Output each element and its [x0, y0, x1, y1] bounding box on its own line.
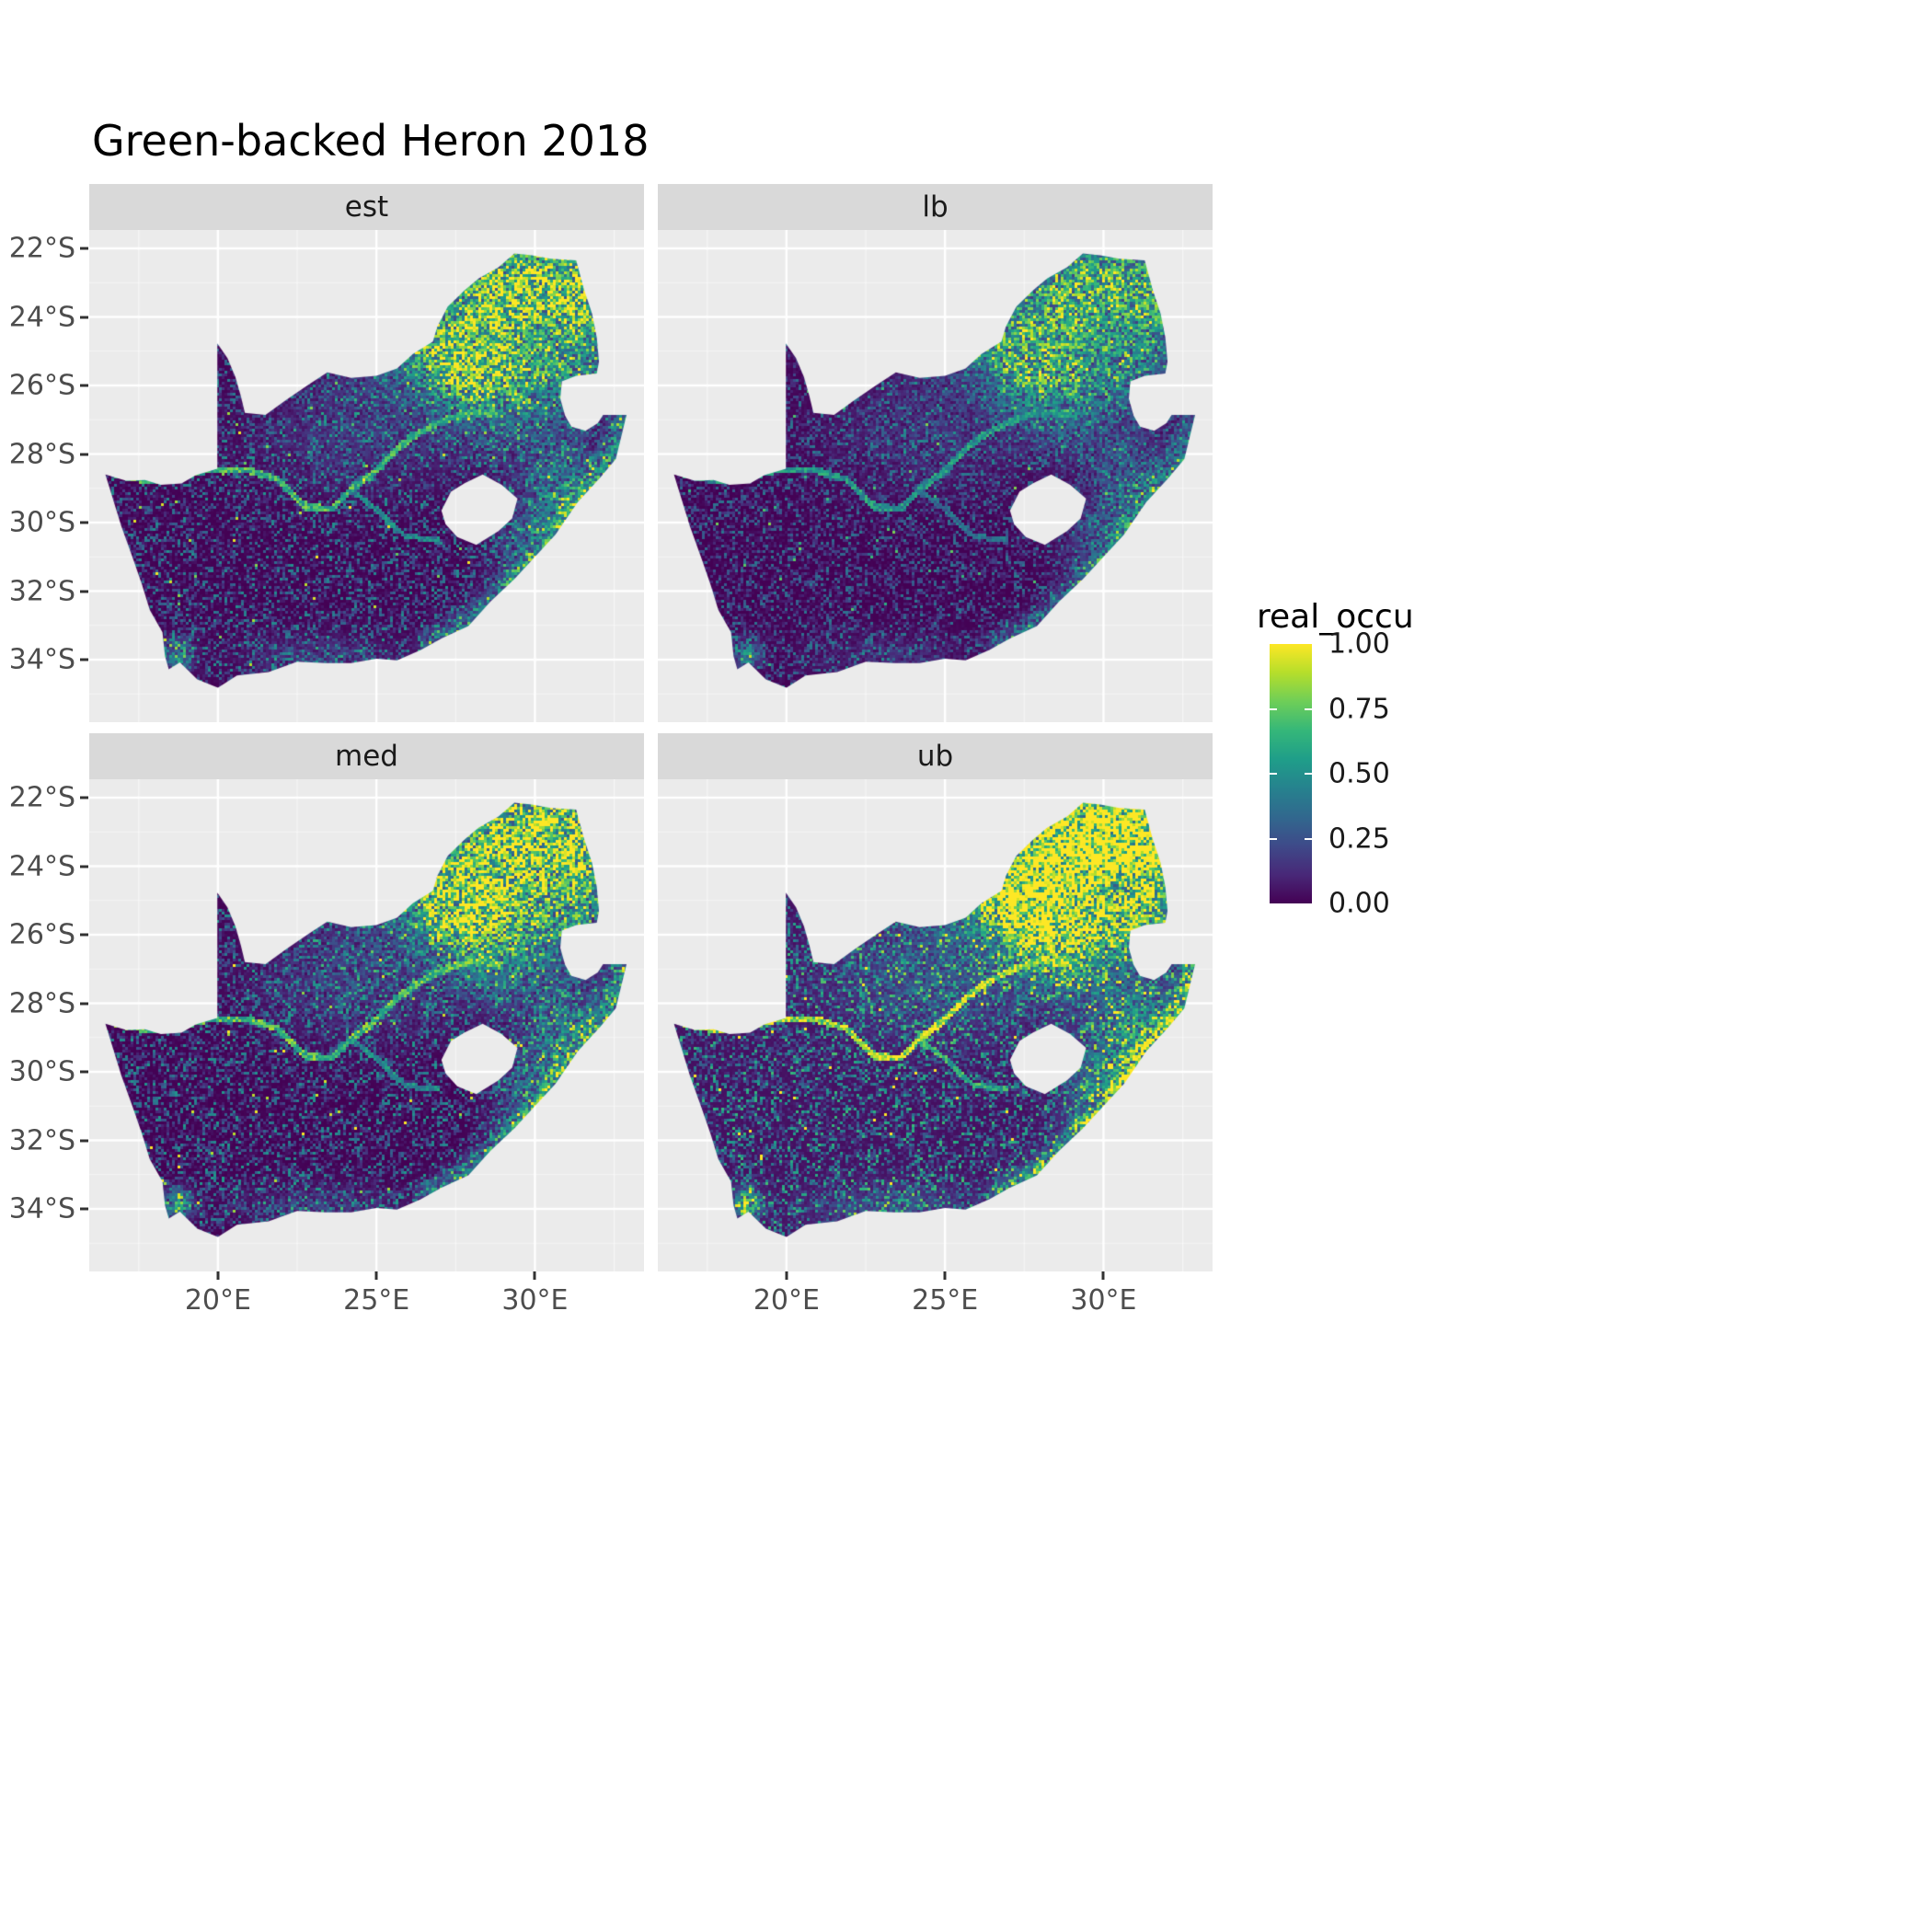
y-axis-label: 30°S [8, 506, 75, 539]
y-axis-label: 30°S [8, 1055, 75, 1088]
y-axis-tick-mark [80, 865, 88, 868]
facet-panel-med [89, 779, 644, 1271]
x-axis-label: 25°E [912, 1284, 979, 1317]
y-axis-label: 32°S [8, 575, 75, 607]
y-axis-tick-mark [80, 247, 88, 250]
y-axis-label: 28°S [8, 438, 75, 470]
y-axis-tick-mark [80, 384, 88, 387]
y-axis-label: 28°S [8, 987, 75, 1019]
legend-tick-mark [1305, 837, 1312, 840]
legend-tick-mark [1305, 707, 1312, 710]
x-axis-label: 20°E [184, 1284, 251, 1317]
legend-tick-mark [1270, 837, 1277, 840]
y-axis-label: 34°S [8, 1192, 75, 1225]
y-axis-label: 32°S [8, 1124, 75, 1156]
x-axis-tick-mark [374, 1271, 378, 1280]
facet-strip-label: lb [922, 190, 949, 224]
legend-tick-mark [1270, 707, 1277, 710]
y-axis-tick-mark [80, 453, 88, 455]
x-axis-label: 30°E [501, 1284, 569, 1317]
y-axis-tick-mark [80, 590, 88, 592]
x-axis-label: 20°E [753, 1284, 820, 1317]
legend-tick-mark [1270, 773, 1277, 775]
facet-strip-label: med [335, 740, 398, 773]
y-axis-label: 26°S [8, 918, 75, 951]
facet-panel-est [89, 230, 644, 722]
y-axis-tick-mark [80, 521, 88, 524]
y-axis-tick-mark [80, 1070, 88, 1074]
y-axis-label: 22°S [8, 232, 75, 265]
y-axis-tick-mark [80, 1207, 88, 1211]
y-axis-label: 26°S [8, 369, 75, 402]
y-axis-label: 22°S [8, 781, 75, 814]
plot-title: Green-backed Heron 2018 [92, 116, 650, 166]
facet-strip-lb: lb [658, 184, 1213, 230]
facet-strip-ub: ub [658, 733, 1213, 779]
x-axis-tick-mark [785, 1271, 788, 1280]
y-axis-tick-mark [80, 1002, 88, 1005]
y-axis-tick-mark [80, 796, 88, 799]
x-axis-tick-mark [216, 1271, 220, 1280]
legend-title: real_occu [1257, 598, 1414, 636]
y-axis-tick-mark [80, 316, 88, 318]
x-axis-label: 25°E [343, 1284, 410, 1317]
y-axis-label: 24°S [8, 850, 75, 882]
legend-tick-label: 0.75 [1328, 693, 1390, 725]
facet-panel-lb [658, 230, 1213, 722]
facet-strip-med: med [89, 733, 644, 779]
facet-strip-est: est [89, 184, 644, 230]
y-axis-label: 24°S [8, 301, 75, 333]
y-axis-tick-mark [80, 1139, 88, 1142]
x-axis-tick-mark [1101, 1271, 1105, 1280]
facet-panel-ub [658, 779, 1213, 1271]
x-axis-tick-mark [533, 1271, 536, 1280]
legend-tick-label: 0.25 [1328, 822, 1390, 855]
facet-strip-label: ub [916, 740, 954, 773]
legend-tick-label: 0.50 [1328, 757, 1390, 790]
legend-tick-mark [1305, 773, 1312, 775]
y-axis-label: 34°S [8, 643, 75, 676]
legend-tick-label: 0.00 [1328, 887, 1390, 920]
x-axis-label: 30°E [1070, 1284, 1137, 1317]
legend-tick-label: 1.00 [1328, 627, 1390, 661]
x-axis-tick-mark [943, 1271, 947, 1280]
facet-strip-label: est [344, 190, 389, 224]
y-axis-tick-mark [80, 933, 88, 937]
y-axis-tick-mark [80, 658, 88, 661]
